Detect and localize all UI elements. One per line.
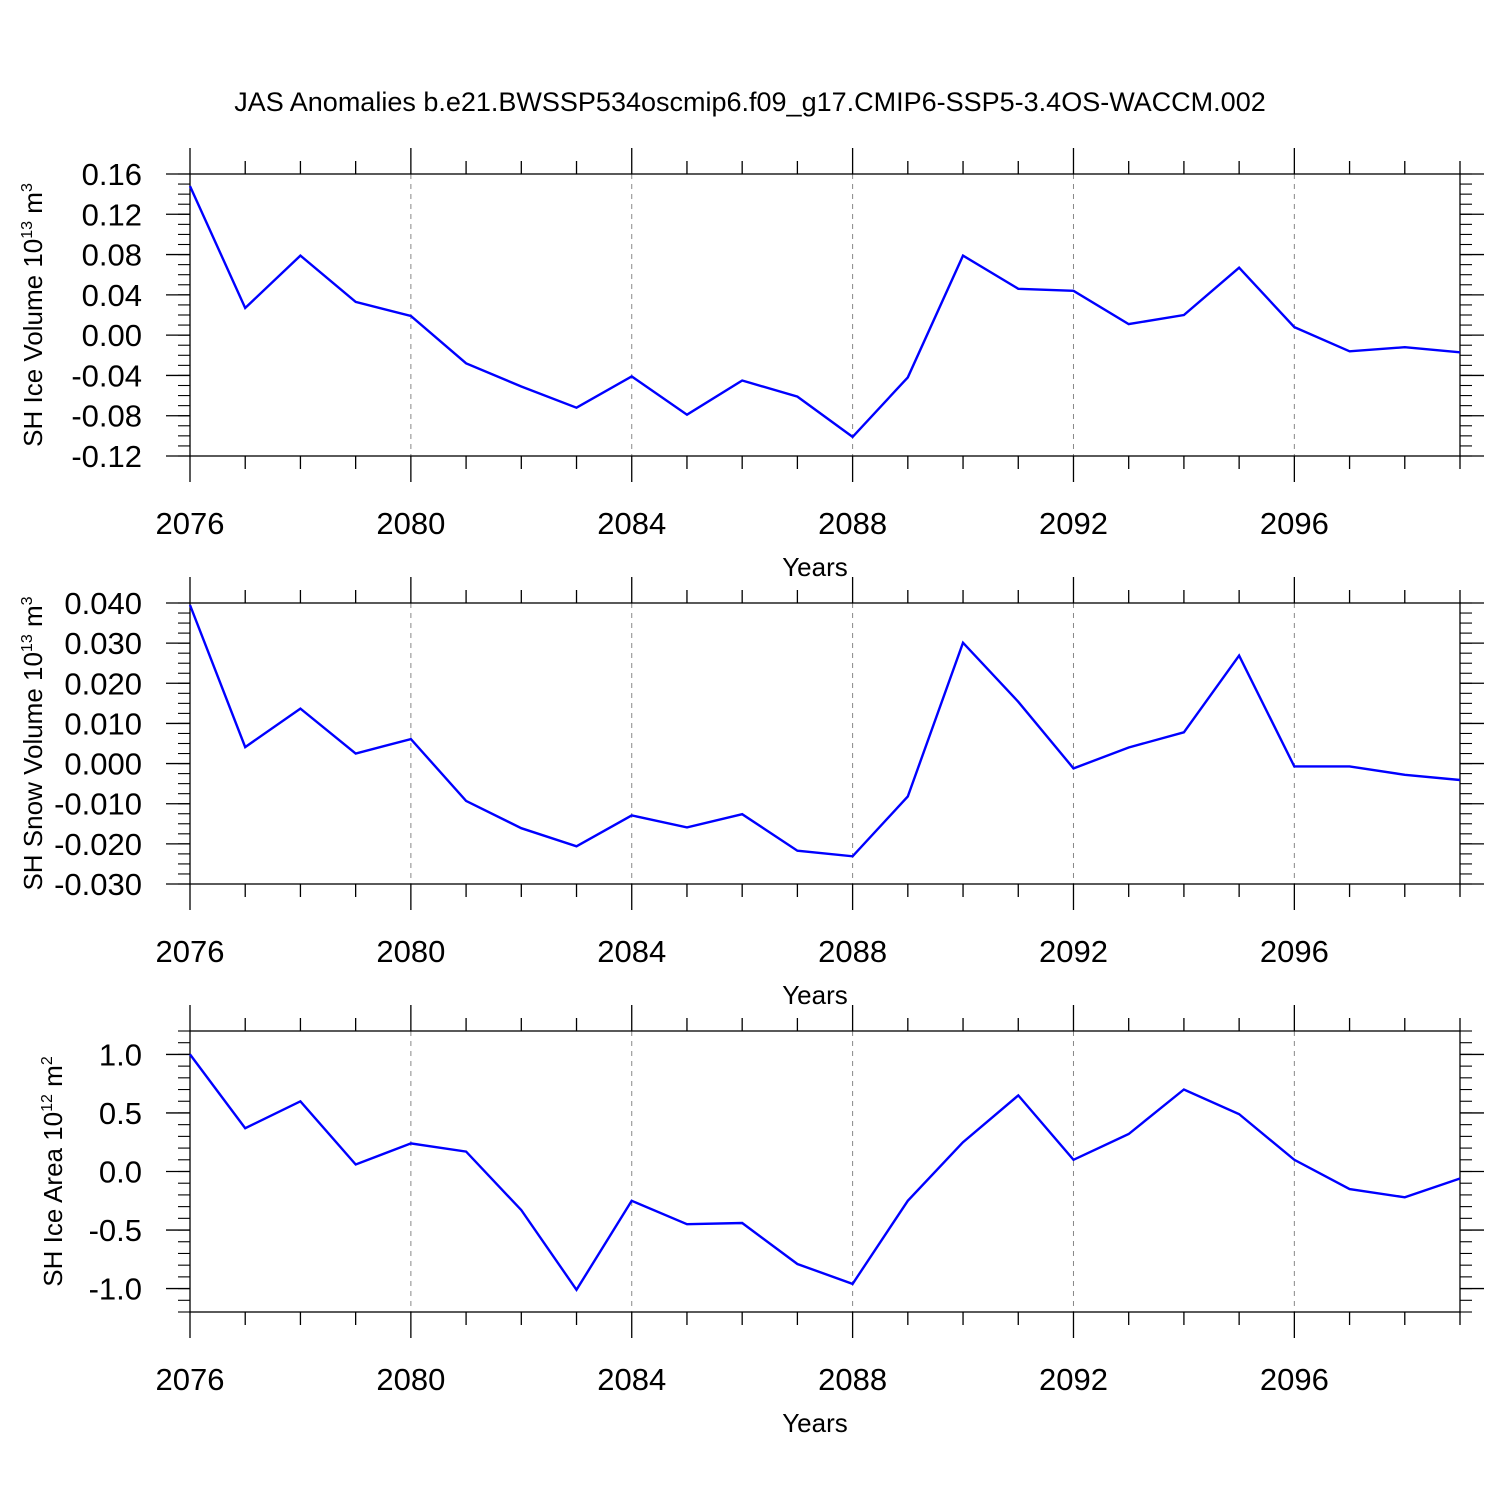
y-tick-label: 0.020: [64, 666, 142, 701]
figure-title: JAS Anomalies b.e21.BWSSP534oscmip6.f09_…: [234, 87, 1265, 117]
x-tick-label: 2088: [818, 1362, 887, 1397]
y-tick-label: 0.16: [82, 157, 142, 192]
y-tick-label: 0.08: [82, 238, 142, 273]
x-axis-label: Years: [782, 552, 848, 582]
y-tick-label: 0.12: [82, 197, 142, 232]
y-tick-label: -0.04: [71, 358, 142, 393]
y-tick-label: 0.010: [64, 706, 142, 741]
x-tick-label: 2092: [1039, 1362, 1108, 1397]
y-tick-label: -0.5: [89, 1213, 142, 1248]
y-tick-label: 0.000: [64, 747, 142, 782]
x-tick-label: 2096: [1260, 934, 1329, 969]
x-tick-label: 2088: [818, 934, 887, 969]
x-tick-label: 2096: [1260, 506, 1329, 541]
y-tick-label: -0.020: [54, 827, 142, 862]
plot-frame: [189, 602, 1461, 885]
plot-frame: [189, 1030, 1461, 1313]
y-tick-label: -0.08: [71, 399, 142, 434]
y-tick-label: 0.00: [82, 318, 142, 353]
y-tick-label: -1.0: [89, 1272, 142, 1307]
x-tick-label: 2084: [597, 1362, 666, 1397]
y-tick-label: -0.010: [54, 787, 142, 822]
x-tick-label: 2076: [156, 1362, 225, 1397]
x-tick-label: 2076: [156, 934, 225, 969]
y-tick-label: -0.030: [54, 867, 142, 902]
x-tick-label: 2096: [1260, 1362, 1329, 1397]
x-tick-label: 2092: [1039, 934, 1108, 969]
chart-panel-3: 2076 2080 2084 2088 2092 2096 1.0 0.5 0.0 -0.5 -1.…: [38, 1005, 1484, 1438]
y-tick-label: 0.030: [64, 626, 142, 661]
series-line: [189, 1053, 1461, 1292]
y-tick-label: 0.0: [99, 1155, 142, 1190]
x-tick-label: 2080: [376, 934, 445, 969]
x-tick-label: 2092: [1039, 506, 1108, 541]
x-tick-label: 2076: [156, 506, 225, 541]
chart-panel-2: 2076 2080 2084 2088 2092 2096 0.040 0.030 0.020 0…: [18, 577, 1484, 1010]
y-axis-label: SH Ice Volume 1013 m3: [18, 183, 48, 447]
x-tick-label: 2080: [376, 1362, 445, 1397]
x-tick-label: 2088: [818, 506, 887, 541]
chart-panel-1: 2076 2080 2084 2088 2092 2096 0.16 0.12 0.08 0.04…: [18, 148, 1484, 582]
y-tick-label: 0.04: [82, 278, 142, 313]
x-axis-label: Years: [782, 1408, 848, 1438]
y-tick-label: 1.0: [99, 1037, 142, 1072]
y-tick-label: 0.5: [99, 1096, 142, 1131]
x-tick-label: 2080: [376, 506, 445, 541]
y-axis-label: SH Ice Area 1012 m2: [38, 1056, 68, 1287]
series-line: [188, 185, 1461, 439]
x-axis-label: Years: [782, 980, 848, 1010]
x-tick-label: 2084: [597, 506, 666, 541]
y-tick-label: -0.12: [71, 439, 142, 474]
x-tick-label: 2084: [597, 934, 666, 969]
y-axis-label: SH Snow Volume 1013 m3: [18, 596, 48, 890]
y-tick-label: 0.040: [64, 586, 142, 621]
series-line: [188, 604, 1461, 858]
plot-frame: [189, 173, 1461, 457]
